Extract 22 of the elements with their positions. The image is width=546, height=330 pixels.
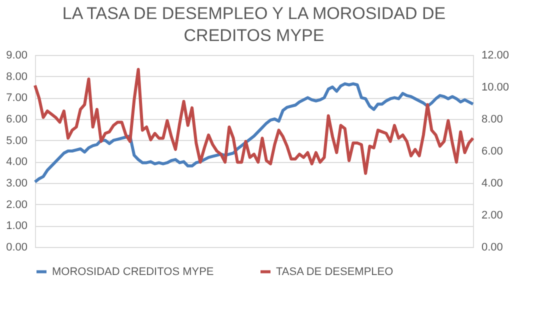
y-tick-label: 6.00 [6,114,28,126]
y-tick-label: 7.00 [6,92,28,104]
y2-tick-label: 4.00 [482,178,503,190]
y-tick-label: 2.00 [6,198,28,211]
y-tick-label: 4.00 [6,156,28,168]
y-tick-label: 0.00 [6,242,28,254]
legend-label: TASA DE DESEMPLEO [276,266,394,278]
y-tick-label: 8.00 [6,70,28,83]
y2-tick-label: 8.00 [482,114,503,126]
chart-title: LA TASA DE DESEMPLEO Y LA MOROSIDAD DE CREDITOS MYPE [62,4,446,45]
y-tick-label: 5.00 [6,134,28,147]
y-tick-label: 1.00 [6,220,28,232]
y2-tick-label: 0.00 [482,242,503,254]
y-tick-label: 9.00 [6,50,28,62]
y2-tick-label: 6.00 [482,146,503,158]
y2-tick-label: 2.00 [482,210,503,222]
line-series [34,68,474,175]
legend-label: MOROSIDAD CREDITOS MYPE [52,266,214,278]
y-tick-label: 3.00 [6,178,28,190]
y2-tick-label: 10.00 [482,82,510,94]
y2-tick-label: 12.00 [482,50,510,62]
line-series [34,82,474,184]
